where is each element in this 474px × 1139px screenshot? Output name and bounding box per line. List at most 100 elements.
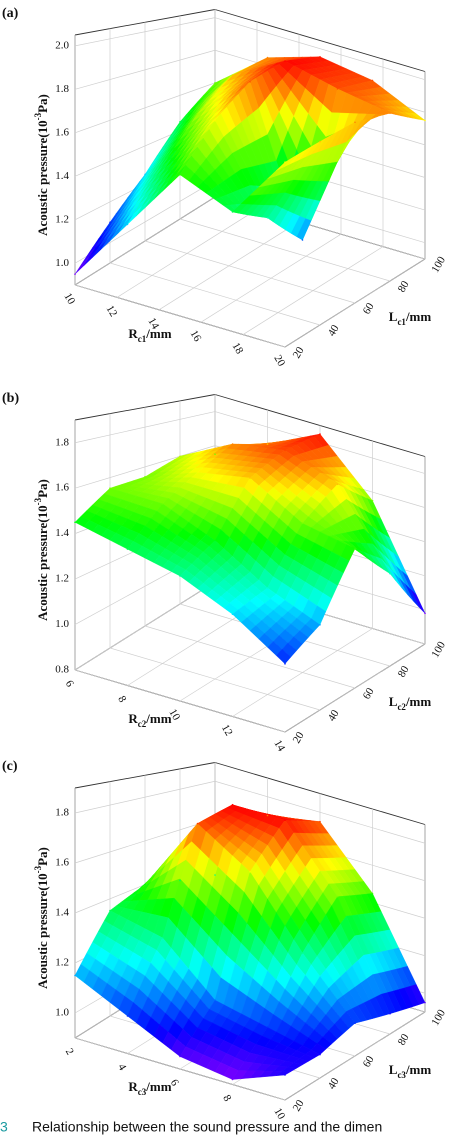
panel: 1.01.21.41.61.82.01012141618202040608010… [2, 6, 448, 369]
ylabel-label-sub: c1 [397, 317, 406, 327]
z-tick-label: 1.6 [55, 126, 69, 138]
ylabel-label-main: L [389, 694, 398, 709]
surface-cell [162, 81, 251, 167]
surface-vertex [389, 112, 391, 115]
surface-cell [214, 871, 303, 1028]
surface-vertex [319, 140, 321, 143]
surface-vertex [196, 471, 199, 474]
z-tick-label: 1.2 [55, 213, 69, 225]
ylabel-axis-label: Lc1/mm [389, 309, 432, 327]
surface-vertex [284, 1074, 286, 1076]
y-grid-line [109, 262, 321, 326]
surface-vertex [74, 974, 76, 977]
surface-vertex [196, 822, 199, 825]
surface-cell [74, 910, 163, 1017]
surface-vertex [319, 56, 321, 58]
surface-vertex [284, 449, 286, 452]
y-grid-line [109, 647, 321, 711]
x-tick-label: 6 [63, 678, 76, 689]
ylabel-label-unit: /mm [405, 694, 431, 709]
surface-vertex [144, 883, 146, 886]
surface-vertex [231, 803, 234, 806]
surface-cell [232, 1027, 321, 1080]
x-tick-label: 12 [219, 723, 235, 739]
y-grid-line [179, 218, 391, 282]
y-grid-line [144, 240, 356, 304]
xlabel-label-sub: c1 [138, 334, 147, 344]
surface-cell [197, 443, 286, 479]
surface-vertex [249, 477, 251, 479]
surface-cell [267, 121, 356, 241]
surface-vertex [389, 1012, 391, 1015]
surface-cell [232, 433, 321, 451]
y-tick-label: 100 [429, 639, 448, 660]
surface-vertex [231, 211, 234, 213]
y-tick-label: 40 [326, 323, 342, 339]
surface-vertex [231, 74, 234, 77]
y-tick-label: 100 [429, 1007, 448, 1028]
caption-number: 3 [0, 1119, 8, 1135]
xlabel-label-unit: /mm [145, 326, 171, 341]
surface-vertex [354, 547, 356, 550]
z-tick-label: 1.6 [55, 482, 69, 494]
zlabel-axis-label: Acoustic pressure(10-3Pa) [33, 479, 50, 621]
panel-label: (b) [2, 391, 19, 406]
surface-cell [109, 823, 198, 939]
surface-vertex [389, 572, 391, 575]
surface-vertex [74, 521, 76, 524]
x-tick-label: 8 [115, 694, 128, 705]
surface-vertex [179, 121, 181, 123]
surface-vertex [214, 119, 216, 122]
surface-cell [214, 477, 303, 589]
surface-patch [275, 648, 292, 665]
surface-cell [284, 819, 373, 897]
y-tick-label: 80 [396, 664, 412, 680]
surface-vertex [249, 871, 251, 873]
y-tick-label: 60 [361, 686, 377, 702]
y-grid-line [144, 625, 356, 689]
surface-vertex [371, 892, 374, 895]
surface-patch [410, 589, 426, 614]
surface-cell [337, 893, 426, 1014]
y-tick-label: 80 [396, 1032, 412, 1048]
z-tick-label: 1.6 [55, 857, 69, 869]
ylabel-label-main: L [389, 309, 398, 324]
surface-cell [162, 472, 251, 541]
y-grid-line [74, 1037, 286, 1101]
xlabel-label-unit: /mm [145, 711, 171, 726]
surface-vertex [179, 1055, 181, 1058]
surface-vertex [301, 522, 304, 525]
y-tick-label: 60 [361, 1054, 377, 1070]
surface-vertex [336, 483, 339, 486]
xlabel-label-main: R [128, 711, 138, 726]
surface-vertex [214, 82, 216, 84]
x-tick-label: 20 [271, 353, 287, 369]
y-grid-line [74, 669, 286, 733]
surface-vertex [74, 273, 76, 275]
surface-cell [302, 483, 391, 574]
y-tick-label: 20 [291, 1098, 307, 1114]
surface-vertex [266, 587, 269, 589]
surface-cell [267, 952, 356, 1055]
surface-vertex [231, 613, 234, 616]
surface-cell [267, 523, 356, 626]
surface-vertex [144, 476, 146, 478]
xlabel-label-unit: /mm [145, 1079, 171, 1094]
surface-vertex [126, 223, 129, 226]
x-tick-label: 10 [61, 291, 77, 307]
surface-vertex [284, 819, 286, 821]
panel: 1.01.21.41.61.824681020406080100(c)Acous… [2, 759, 448, 1122]
ylabel-axis-label: Lc3/mm [389, 1062, 432, 1080]
surface-vertex [266, 56, 269, 59]
surface-vertex [319, 820, 321, 823]
xlabel-label-main: R [128, 1079, 138, 1094]
ylabel-axis-label: Lc2/mm [389, 694, 432, 712]
surface-cell [127, 937, 216, 1057]
zlabel-label-main: Acoustic pressure(10 [35, 873, 50, 988]
ylabel-label-unit: /mm [405, 1062, 431, 1077]
panel-label: (a) [2, 6, 19, 21]
surface-patch [276, 158, 291, 171]
surface-vertex [179, 575, 181, 577]
z-tick-label: 2.0 [55, 39, 69, 51]
